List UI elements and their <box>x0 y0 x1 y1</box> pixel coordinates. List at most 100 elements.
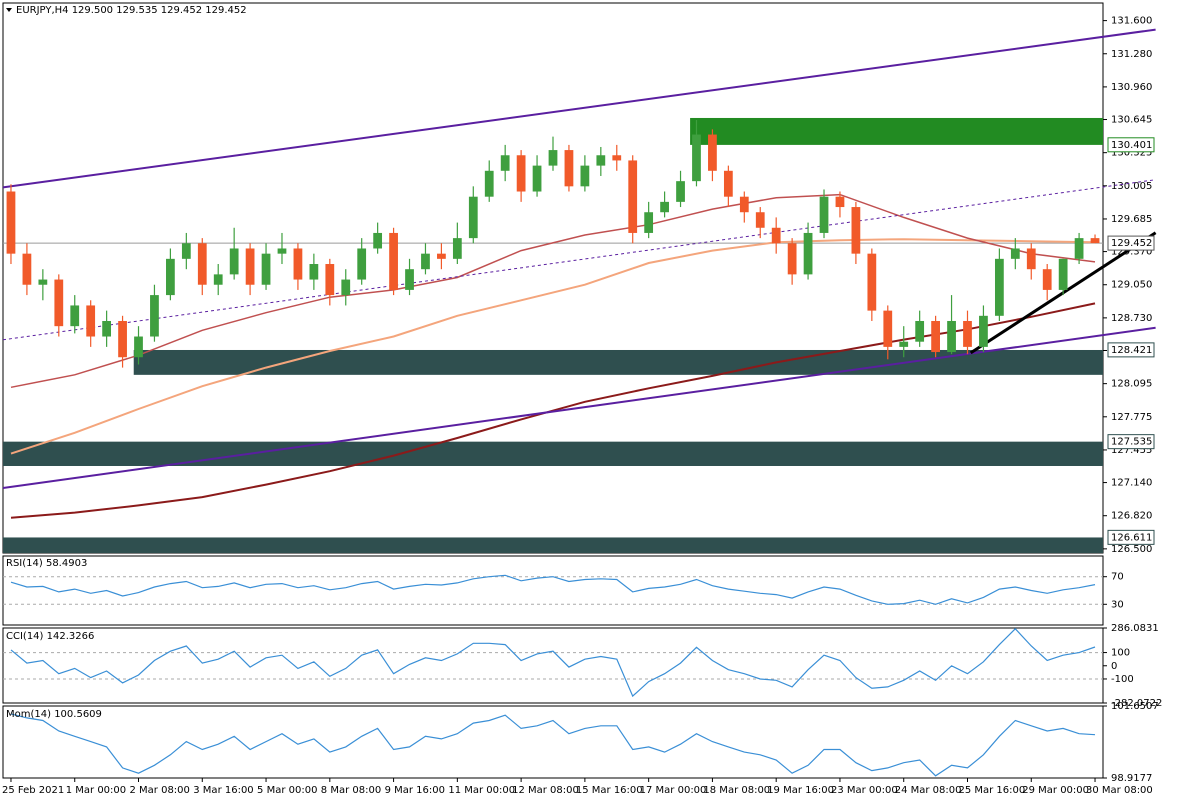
chart-title: EURJPY,H4 129.500 129.535 129.452 129.45… <box>16 5 247 16</box>
candle-body <box>931 320 940 353</box>
price-label: 127.535 <box>1111 437 1152 448</box>
candle-body <box>468 196 478 239</box>
candle-body <box>979 315 988 347</box>
candle-body <box>389 232 398 290</box>
candle-body <box>771 227 781 244</box>
x-tick-label: 3 Mar 16:00 <box>193 785 253 796</box>
candle-body <box>229 248 239 275</box>
candle-body <box>1042 269 1052 290</box>
y-tick-label: 126.820 <box>1111 511 1152 522</box>
y-tick-label: 127.455 <box>1111 445 1152 456</box>
x-tick-label: 30 Mar 08:00 <box>1086 785 1153 796</box>
oscillator-line <box>10 713 1096 777</box>
candle-body <box>245 248 255 285</box>
price-label: 130.401 <box>1111 140 1152 151</box>
candle-body <box>835 196 845 208</box>
candle-body <box>963 320 972 347</box>
x-tick-label: 17 Mar 00:00 <box>640 785 707 796</box>
candle-body <box>341 279 351 296</box>
y-tick-label: 286.0831 <box>1111 623 1159 634</box>
y-tick-label: -282.0722 <box>1111 698 1162 709</box>
x-tick-label: 8 Mar 08:00 <box>321 785 381 796</box>
candle-body <box>947 320 956 353</box>
candle-body <box>22 253 32 285</box>
current-price-label: 129.452 <box>1111 238 1152 249</box>
candle-body <box>277 248 287 254</box>
price-label-box <box>1107 235 1155 251</box>
indicator-line <box>10 193 1096 389</box>
candle-body <box>213 274 223 285</box>
candle-body <box>692 134 701 182</box>
x-tick-label: 12 Mar 08:00 <box>512 785 579 796</box>
candle-body <box>915 320 925 342</box>
sr-zone <box>690 117 1103 145</box>
x-tick-label: 23 Mar 00:00 <box>831 785 898 796</box>
x-tick-label: 11 Mar 00:00 <box>448 785 515 796</box>
sr-zone <box>133 349 1104 375</box>
y-tick-label: 100 <box>1111 648 1130 659</box>
x-tick-label: 15 Mar 16:00 <box>576 785 643 796</box>
x-tick-label: 2 Mar 08:00 <box>130 785 190 796</box>
y-tick-label: 129.685 <box>1111 214 1152 225</box>
x-tick-label: 19 Mar 16:00 <box>767 785 834 796</box>
candle-body <box>723 170 733 197</box>
candle-body <box>612 155 622 161</box>
candle-body <box>6 191 16 254</box>
candle-body <box>676 181 685 202</box>
x-tick-label: 24 Mar 08:00 <box>895 785 962 796</box>
candle-body <box>755 212 765 228</box>
y-tick-label: 101.6507 <box>1111 701 1159 712</box>
sr-zone <box>3 441 1103 466</box>
candle-body <box>54 279 64 327</box>
candle-body <box>628 160 638 233</box>
candle-body <box>580 165 590 187</box>
candle-body <box>883 310 893 347</box>
indicator-line <box>2 28 1156 189</box>
chart-layers: 131.600 131.280 130.960 130.645 130.325 130.0… <box>2 2 1162 796</box>
collapse-icon[interactable] <box>6 8 12 12</box>
candle-body <box>118 320 127 358</box>
candle-body <box>1058 258 1068 290</box>
candle-body <box>500 155 510 171</box>
y-tick-label: 131.600 <box>1111 16 1152 27</box>
candle-body <box>867 253 877 311</box>
candle-body <box>1010 248 1020 259</box>
candle-body <box>325 264 335 296</box>
candle-body <box>484 170 494 197</box>
y-tick-label: 30 <box>1111 599 1124 610</box>
y-tick-label: 130.325 <box>1111 148 1152 159</box>
candle-body <box>181 243 191 259</box>
candle-body <box>548 150 558 166</box>
candle-body <box>819 196 829 233</box>
candle-body <box>70 305 80 327</box>
candle-body <box>1026 248 1036 270</box>
candle-body <box>644 212 654 233</box>
candle-body <box>86 305 96 337</box>
candle-body <box>421 253 430 270</box>
candle-body <box>134 336 143 358</box>
rsi-title: RSI(14) 58.4903 <box>6 558 87 569</box>
y-tick-label: 130.005 <box>1111 181 1152 192</box>
price-label: 128.421 <box>1111 345 1152 356</box>
candle-body <box>1074 238 1084 259</box>
candle-body <box>166 258 175 296</box>
candle-body <box>708 134 717 171</box>
candle-body <box>899 341 909 347</box>
candle-body <box>596 155 606 166</box>
y-tick-label: 129.050 <box>1111 280 1152 291</box>
price-label-box <box>1107 137 1155 153</box>
candle-body <box>532 165 542 192</box>
x-tick-label: 25 Mar 16:00 <box>958 785 1025 796</box>
y-tick-label: 0 <box>1111 661 1117 672</box>
cci-title: CCI(14) 142.3266 <box>6 631 94 642</box>
candle-body <box>803 232 813 275</box>
candle-body <box>38 279 48 285</box>
panel-frame <box>2 555 1104 626</box>
candle-body <box>309 264 319 280</box>
x-tick-label: 9 Mar 16:00 <box>385 785 445 796</box>
candle-body <box>405 269 414 290</box>
candle-body <box>660 201 669 213</box>
x-tick-label: 29 Mar 00:00 <box>1022 785 1089 796</box>
candle-body <box>452 238 462 259</box>
